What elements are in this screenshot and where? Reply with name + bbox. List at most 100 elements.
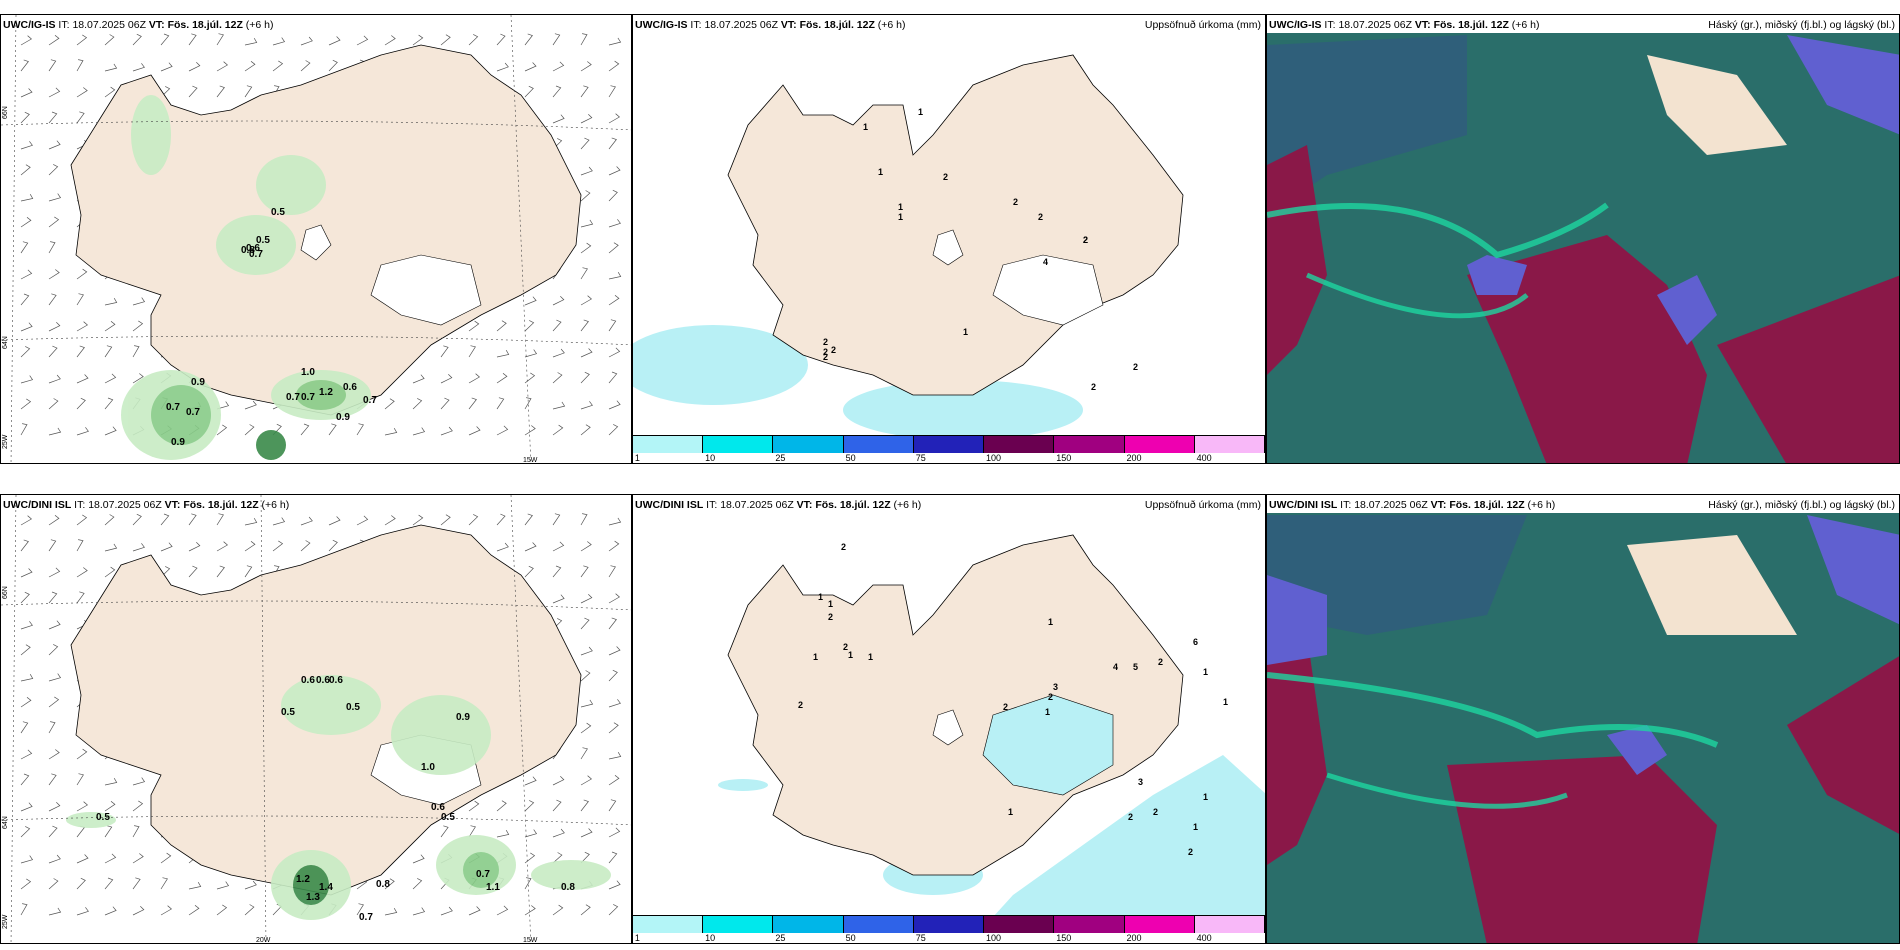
precip-value-label: 1 xyxy=(848,650,853,660)
colorbar-swatch xyxy=(913,436,985,453)
lat-label: 64N xyxy=(2,816,9,829)
colorbar-swatch xyxy=(703,916,774,933)
colorbar-swatch xyxy=(773,916,844,933)
wind-map: 66N 64N 25W 15W 0.50.50.80.70.60.90.7 0.7… xyxy=(1,15,631,463)
cloud-title: Háský (gr.), miðský (fj.bl.) og lágský (… xyxy=(1708,499,1895,511)
wind-value-label: 0.7 xyxy=(301,392,315,403)
precip-map-panel-ig-is: UWC/IG-IS IT: 18.07.2025 06Z VT: Fös. 18… xyxy=(632,14,1266,464)
wind-value-label: 0.5 xyxy=(271,207,285,218)
wind-value-label: 0.9 xyxy=(171,437,185,448)
precip-value-label: 2 xyxy=(1128,812,1133,822)
wind-value-label: 0.6 xyxy=(246,243,260,254)
precip-value-label: 2 xyxy=(1158,657,1163,667)
precip-value-label: 1 xyxy=(918,107,923,117)
wind-map-panel-ig-is: UWC/IG-IS IT: 18.07.2025 06Z VT: Fös. 18… xyxy=(0,14,632,464)
precip-value-label: 4 xyxy=(1043,257,1048,267)
colorbar-swatch xyxy=(1124,916,1195,933)
wind-value-label: 0.8 xyxy=(241,245,255,256)
precip-value-label: 2 xyxy=(843,642,848,652)
colorbar-swatch xyxy=(1054,916,1125,933)
colorbar-label: 10 xyxy=(705,453,716,463)
glacier-langjokull xyxy=(300,224,332,261)
colorbar-label: 1 xyxy=(634,933,640,943)
colorbar-swatch xyxy=(1054,436,1125,453)
lat-label: 66N xyxy=(2,106,9,119)
precip-value-label: 2 xyxy=(823,352,828,362)
colorbar-swatch xyxy=(1124,436,1195,453)
precip-value-label: 1 xyxy=(1203,667,1208,677)
colorbar-label: 75 xyxy=(915,453,926,463)
panel-header: UWC/IG-IS IT: 18.07.2025 06Z VT: Fös. 18… xyxy=(635,19,906,31)
precip-value-label: 2 xyxy=(1003,702,1008,712)
precip-value-label: 2 xyxy=(1133,362,1138,372)
lon-label: 25W xyxy=(2,914,9,929)
wind-value-label: 0.9 xyxy=(191,377,205,388)
precip-map-panel-dini: UWC/DINI ISL IT: 18.07.2025 06Z VT: Fös.… xyxy=(632,494,1266,944)
lon-label: 20W xyxy=(256,937,271,944)
precip-value-label: 1 xyxy=(813,652,818,662)
colorbar-swatch xyxy=(984,916,1055,933)
colorbar-label: 100 xyxy=(986,933,1002,943)
wind-value-label: 0.8 xyxy=(561,882,575,893)
precip-colorbar: 1 10 25 50 75 100 150 200 400 xyxy=(633,435,1265,463)
graticule xyxy=(1,15,631,463)
precip-value-label: 6 xyxy=(1193,637,1198,647)
wind-value-label: 1.3 xyxy=(306,892,320,903)
precip-value-label: 1 xyxy=(1048,617,1053,627)
colorbar-label: 150 xyxy=(1056,933,1072,943)
wind-value-label: 0.7 xyxy=(186,407,200,418)
wind-value-label: 0.5 xyxy=(96,812,110,823)
glacier-vatnajokull xyxy=(992,254,1104,326)
lon-label: 25W xyxy=(2,434,9,449)
wind-value-label: 0.6 xyxy=(329,675,343,686)
panel-header: UWC/DINI ISL IT: 18.07.2025 06Z VT: Fös.… xyxy=(3,499,290,511)
glacier-langjokull xyxy=(932,229,964,266)
wind-value-label: 1.0 xyxy=(301,367,315,378)
precip-value-label: 1 xyxy=(963,327,968,337)
precip-colorbar: 1 10 25 50 75 100 150 200 400 xyxy=(633,915,1265,943)
precip-value-label: 2 xyxy=(1091,382,1096,392)
cloud-map-panel-ig-is: UWC/IG-IS IT: 18.07.2025 06Z VT: Fös. 18… xyxy=(1266,14,1900,464)
iceland-land xyxy=(70,44,582,416)
wind-value-label: 1.0 xyxy=(421,762,435,773)
colorbar-label: 50 xyxy=(845,933,856,943)
wind-value-label: 0.7 xyxy=(286,392,300,403)
precip-value-label: 1 xyxy=(878,167,883,177)
wind-value-label: 0.6 xyxy=(316,675,330,686)
precip-value-label: 2 xyxy=(1083,235,1088,245)
lat-label: 64N xyxy=(2,336,9,349)
colorbar-swatch xyxy=(984,436,1055,453)
wind-value-label: 0.5 xyxy=(256,235,270,246)
colorbar-label: 25 xyxy=(775,453,786,463)
wind-map-panel-dini: UWC/DINI ISL IT: 18.07.2025 06Z VT: Fös.… xyxy=(0,494,632,944)
precip-value-label: 1 xyxy=(868,652,873,662)
precip-value-label: 1 xyxy=(898,202,903,212)
glacier-langjokull xyxy=(932,709,964,746)
precip-value-label: 1 xyxy=(828,599,833,609)
colorbar-label: 1 xyxy=(634,453,640,463)
colorbar-label: 200 xyxy=(1126,933,1142,943)
colorbar-label: 100 xyxy=(986,453,1002,463)
colorbar-label: 25 xyxy=(775,933,786,943)
wind-value-label: 1.4 xyxy=(319,882,333,893)
cloud-title: Háský (gr.), miðský (fj.bl.) og lágský (… xyxy=(1708,19,1895,31)
cloud-map xyxy=(1267,33,1899,463)
precip-value-label: 1 xyxy=(1045,707,1050,717)
wind-value-label: 0.6 xyxy=(431,802,445,813)
wind-value-label: 0.7 xyxy=(476,869,490,880)
wind-value-label: 0.9 xyxy=(456,712,470,723)
glacier-vatnajokull xyxy=(370,254,482,326)
colorbar-label: 75 xyxy=(915,933,926,943)
wind-value-labels: 0.6 0.6 0.60.5 0.50.91.00.60.50.51.21.41.30… xyxy=(96,675,575,923)
precip-value-label: 5 xyxy=(1133,662,1138,672)
precip-value-label: 2 xyxy=(823,347,828,357)
precip-value-label: 2 xyxy=(1048,692,1053,702)
precip-value-label: 1 xyxy=(1203,792,1208,802)
wind-value-label: 0.5 xyxy=(281,707,295,718)
precip-value-label: 3 xyxy=(1138,777,1143,787)
precip-value-label: 2 xyxy=(823,337,828,347)
panel-header: UWC/IG-IS IT: 18.07.2025 06Z VT: Fös. 18… xyxy=(1269,19,1540,31)
